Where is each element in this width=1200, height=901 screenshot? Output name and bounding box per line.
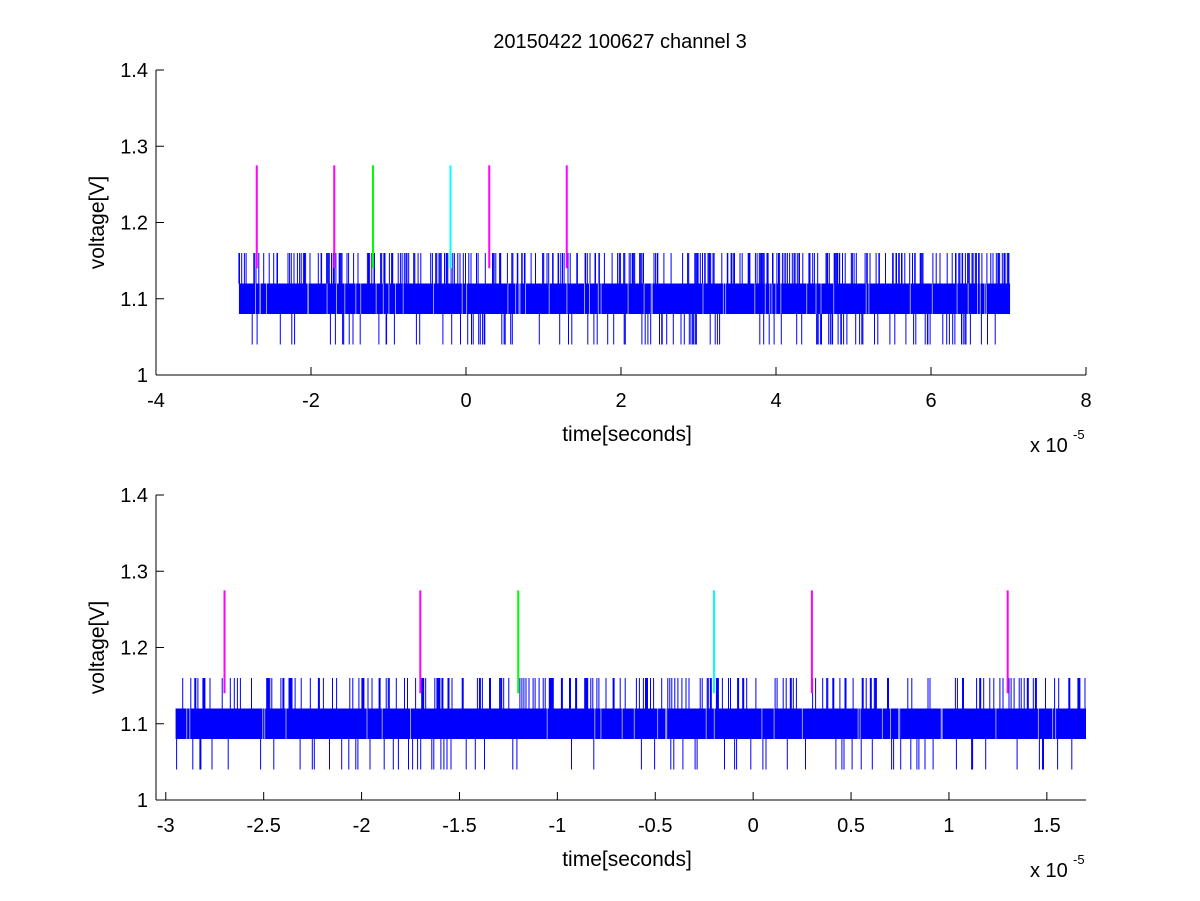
signal-band-gaps: [255, 283, 987, 314]
x-tick-label: 4: [770, 390, 781, 412]
lower-panel: -3 -2.5 -2 -1.5 -1 -0.5 0 0.5 1 1.5 1 1.1 1.2 1.3 1.4 t…: [86, 485, 1086, 882]
signal-spikes-down: [251, 314, 996, 345]
x-tick-label: -1: [548, 815, 566, 837]
signal-spikes-up: [238, 253, 1010, 284]
signal-spikes-up: [182, 678, 1086, 709]
x-tick-label: -1.5: [442, 815, 476, 837]
y-tick-label: 1: [137, 790, 148, 812]
x-tick-label: -2: [353, 815, 371, 837]
y-tick-label: 1.1: [120, 714, 148, 736]
y-axis-label: voltage[V]: [86, 601, 109, 694]
y-tick-label: 1.2: [120, 213, 148, 235]
x-tick-label: 2: [615, 390, 626, 412]
x-tick-label: -0.5: [638, 815, 672, 837]
x-axis-label: time[seconds]: [562, 848, 692, 871]
x-tick-label: -4: [147, 390, 165, 412]
x-exponent-label: x 10: [1030, 860, 1068, 882]
x-tick-label: -2: [302, 390, 320, 412]
y-tick-label: 1: [137, 365, 148, 387]
x-tick-label: 0.5: [837, 815, 865, 837]
y-axis-label: voltage[V]: [86, 176, 109, 269]
x-tick-label: -2.5: [246, 815, 280, 837]
x-exponent-label: x 10: [1030, 435, 1068, 457]
x-exponent-power: -5: [1073, 852, 1085, 867]
upper-panel: -4 -2 0 2 4 6 8 1 1.1 1.2 1.3 1.4 time[seconds] volta…: [86, 60, 1092, 457]
signal-trace: [175, 678, 1086, 770]
y-tick-label: 1.3: [120, 561, 148, 583]
x-tick-label: 6: [925, 390, 936, 412]
signal-trace: [238, 253, 1011, 345]
x-tick-label: 1.5: [1033, 815, 1061, 837]
y-tick-label: 1.2: [120, 638, 148, 660]
x-exponent-power: -5: [1073, 427, 1085, 442]
y-tick-label: 1.3: [120, 136, 148, 158]
x-tick-label: 0: [748, 815, 759, 837]
y-tick-label: 1.4: [120, 485, 148, 507]
x-tick-label: 8: [1080, 390, 1091, 412]
signal-baseline-band: [238, 283, 1011, 314]
x-tick-label: 1: [943, 815, 954, 837]
x-tick-label: -3: [157, 815, 175, 837]
signal-spikes-down: [176, 739, 1073, 770]
signal-baseline-band: [175, 708, 1086, 739]
figure-title: 20150422 100627 channel 3: [493, 31, 747, 53]
x-axis-label: time[seconds]: [562, 423, 692, 446]
signal-band-gaps: [186, 708, 1057, 739]
x-tick-label: 0: [460, 390, 471, 412]
y-tick-label: 1.1: [120, 289, 148, 311]
y-tick-label: 1.4: [120, 60, 148, 82]
